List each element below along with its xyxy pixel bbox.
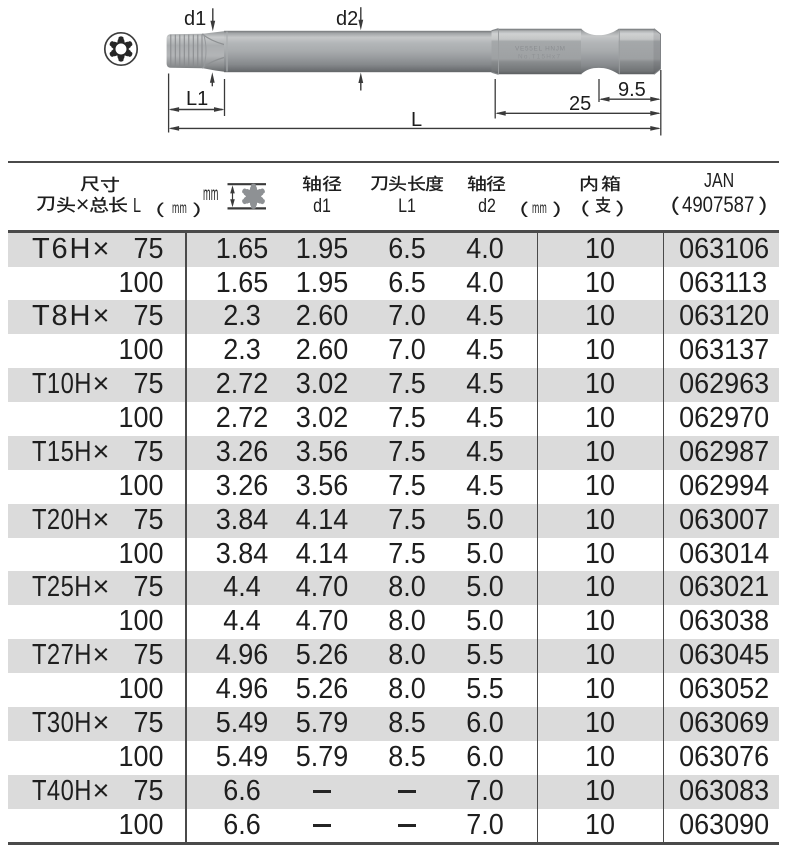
svg-text:25: 25: [569, 93, 591, 115]
svg-text:d1: d1: [184, 8, 206, 30]
svg-text:No.T15Hx7: No.T15Hx7: [518, 54, 560, 61]
svg-text:L1: L1: [186, 88, 208, 110]
svg-text:VE55EL HNJM: VE55EL HNJM: [515, 46, 565, 53]
svg-text:L: L: [411, 109, 422, 131]
svg-text:9.5: 9.5: [618, 79, 646, 101]
svg-text:d2: d2: [336, 8, 358, 30]
